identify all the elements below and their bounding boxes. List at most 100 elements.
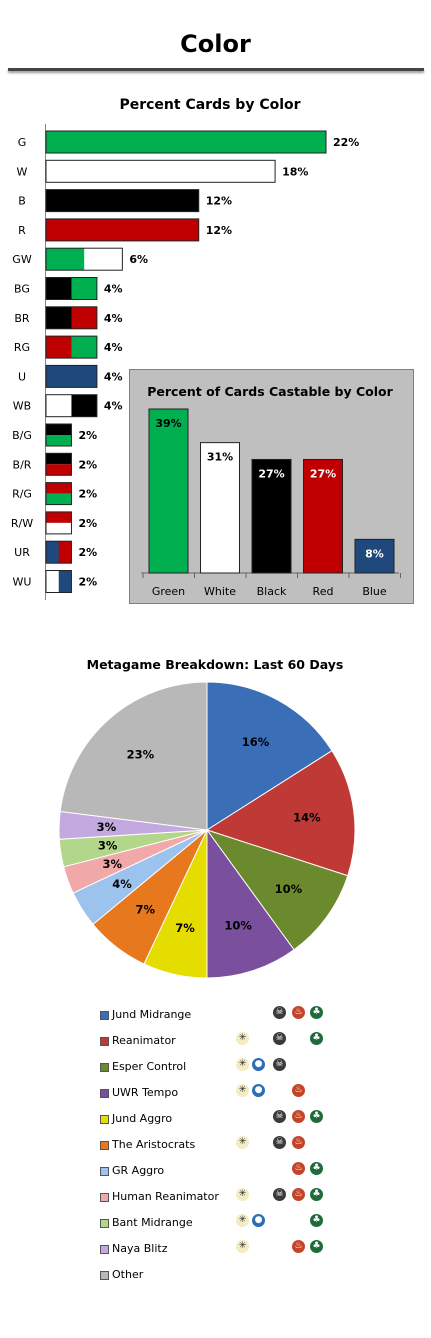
bar — [45, 570, 72, 593]
bar-outline — [45, 218, 200, 242]
castable-bar-chart: 39% Green 31% White 27% Black 27% Red 8% Blue — [141, 408, 401, 598]
bar — [45, 335, 98, 359]
legend-swatch — [100, 1219, 109, 1228]
data-label: 22% — [333, 136, 359, 149]
legend-item: Reanimator ✳ ☠ ♣ — [100, 1032, 340, 1060]
skull-icon: ☠ — [273, 1032, 286, 1045]
skull-icon: ☠ — [273, 1136, 286, 1149]
bar-segment — [58, 541, 72, 564]
tick-label: R/G — [12, 488, 32, 501]
skull-icon: ☠ — [273, 1006, 286, 1019]
tick-label: Black — [257, 585, 287, 598]
legend-item: UWR Tempo ✳ ● ♨ — [100, 1084, 340, 1112]
bar — [354, 538, 395, 574]
tree-icon: ♣ — [310, 1110, 323, 1123]
data-label: 12% — [206, 195, 232, 208]
bar-outline — [45, 482, 72, 506]
bar-segment — [71, 277, 97, 300]
tree-icon: ♣ — [310, 1188, 323, 1201]
legend-label: UWR Tempo — [112, 1086, 179, 1099]
sun-icon: ✳ — [236, 1058, 249, 1071]
bar-segment — [71, 306, 97, 329]
data-label: 2% — [78, 517, 97, 530]
bar-segment — [46, 453, 72, 465]
legend-swatch — [100, 1193, 109, 1202]
data-label: 2% — [78, 458, 97, 471]
data-label: 4% — [104, 341, 123, 354]
sun-icon: ✳ — [236, 1240, 249, 1253]
bar — [45, 218, 200, 242]
tree-icon: ♣ — [310, 1162, 323, 1175]
bar-segment — [58, 570, 72, 593]
data-label: 16% — [242, 735, 270, 749]
data-label: 7% — [175, 921, 195, 935]
bar-outline — [45, 335, 98, 359]
bar — [148, 408, 189, 574]
fire-icon: ♨ — [292, 1162, 305, 1175]
tree-icon: ♣ — [310, 1240, 323, 1253]
fire-icon: ♨ — [292, 1240, 305, 1253]
legend-label: Other — [112, 1268, 144, 1281]
bar — [45, 247, 123, 271]
legend-swatch — [100, 1141, 109, 1150]
tick-label: G — [18, 136, 27, 149]
bar-outline — [45, 394, 98, 418]
data-label: 8% — [365, 547, 384, 560]
bar — [45, 130, 327, 154]
sun-icon: ✳ — [236, 1084, 249, 1097]
legend-label: Jund Aggro — [112, 1112, 173, 1125]
data-label: 4% — [112, 877, 132, 891]
bar-outline — [45, 540, 72, 564]
bar-segment — [46, 435, 72, 446]
fire-icon: ♨ — [292, 1084, 305, 1097]
legend-swatch — [100, 1089, 109, 1098]
data-label: 4% — [104, 283, 123, 296]
bar-outline — [45, 364, 98, 388]
data-label: 3% — [97, 820, 117, 834]
tick-label: B/R — [13, 458, 32, 471]
tick-label: R/W — [11, 517, 33, 530]
bar-outline — [45, 511, 72, 535]
legend-swatch — [100, 1115, 109, 1124]
drop-icon: ● — [252, 1084, 265, 1097]
legend-swatch — [100, 1167, 109, 1176]
legend-label: Jund Midrange — [112, 1008, 192, 1021]
pie-slice — [205, 829, 349, 951]
data-label: 27% — [258, 467, 284, 480]
sun-icon: ✳ — [236, 1214, 249, 1227]
legend-label: Reanimator — [112, 1034, 176, 1047]
bar-segment — [46, 365, 97, 388]
tick-label: Green — [152, 585, 185, 598]
data-label: 14% — [293, 810, 321, 824]
tick-label: RG — [14, 341, 30, 354]
tick-label: BG — [14, 283, 30, 296]
tick-label: UR — [14, 546, 30, 559]
data-label: 10% — [224, 919, 252, 933]
data-label: 6% — [129, 253, 148, 266]
data-label: 4% — [104, 370, 123, 383]
bar-outline — [45, 570, 72, 593]
bar-segment — [46, 482, 72, 494]
bar-segment — [46, 336, 72, 359]
bar-segment — [46, 218, 199, 241]
data-label: 10% — [275, 882, 303, 896]
tick-label: WB — [13, 400, 31, 413]
castable-chart-title: Percent of Cards Castable by Color — [147, 384, 393, 399]
bar-segment — [71, 394, 97, 417]
tick-label: R — [18, 224, 26, 237]
fire-icon: ♨ — [292, 1110, 305, 1123]
title-divider — [8, 68, 424, 71]
bar-segment — [71, 336, 97, 359]
fire-icon: ♨ — [292, 1188, 305, 1201]
tick-label: B — [18, 195, 26, 208]
bar-segment — [46, 248, 85, 271]
bar — [303, 458, 343, 574]
bar-segment — [46, 394, 72, 417]
bar-outline — [45, 423, 72, 447]
legend-swatch — [100, 1271, 109, 1280]
page-title: Color — [180, 30, 251, 58]
data-label: 2% — [78, 488, 97, 501]
metagame-pie-chart: 16% 14% 10% 10% 7% 7% 4% 3% 3% 3% 23% — [58, 681, 356, 979]
legend-item: Esper Control ✳ ● ☠ — [100, 1058, 340, 1086]
tick-label: W — [17, 165, 28, 178]
